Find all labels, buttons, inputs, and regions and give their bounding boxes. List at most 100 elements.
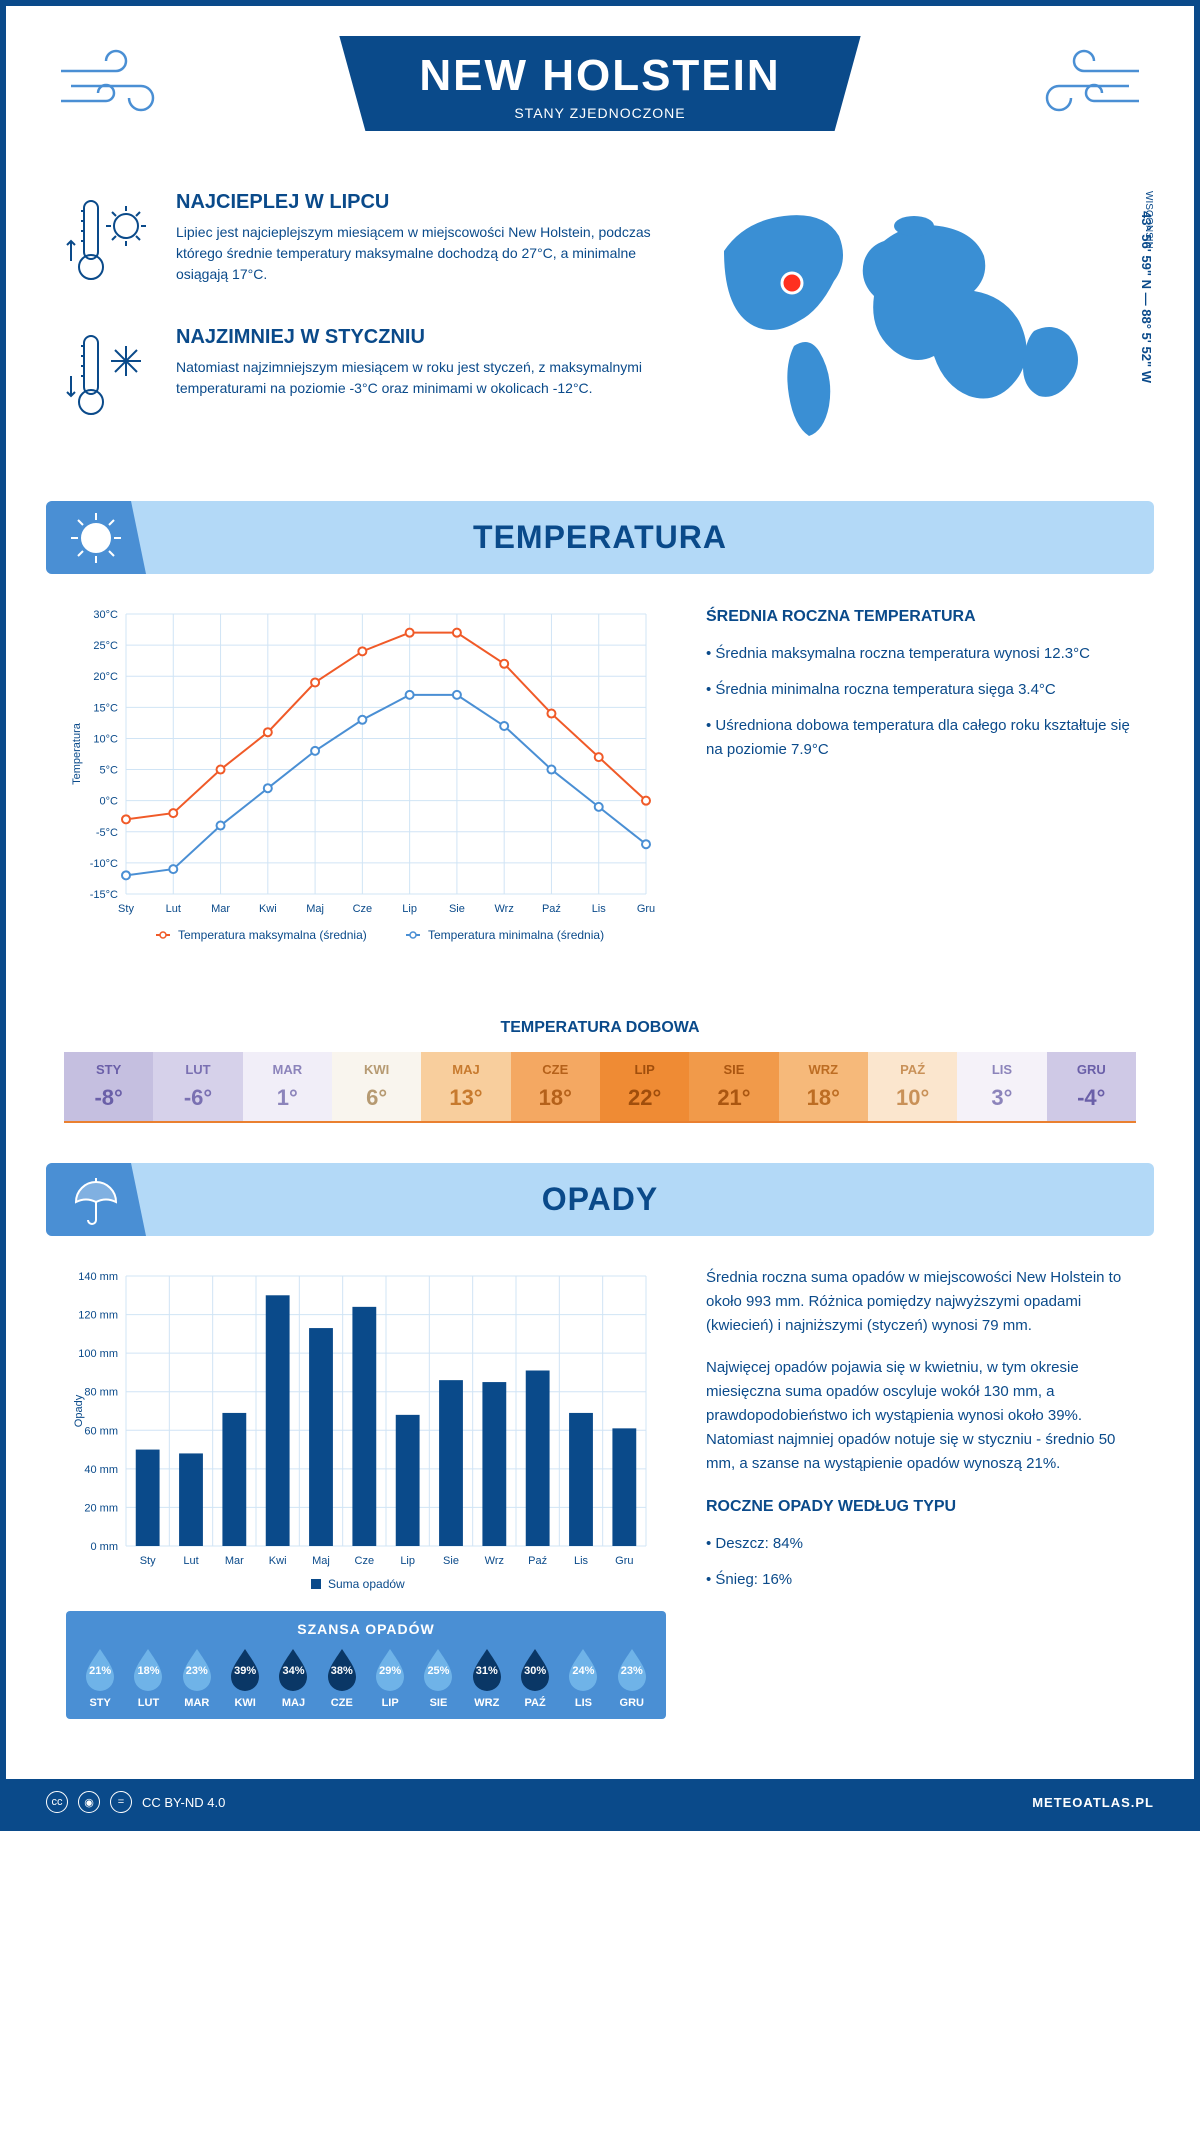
svg-text:Lut: Lut bbox=[166, 903, 181, 915]
svg-text:140 mm: 140 mm bbox=[78, 1271, 118, 1283]
precipitation-chart-col: 0 mm20 mm40 mm60 mm80 mm100 mm120 mm140 … bbox=[66, 1266, 666, 1739]
chance-cell: 31%WRZ bbox=[463, 1647, 511, 1709]
annual-fact-item: • Średnia maksymalna roczna temperatura … bbox=[706, 642, 1134, 666]
chance-cell: 21%STY bbox=[76, 1647, 124, 1709]
chance-cell: 18%LUT bbox=[124, 1647, 172, 1709]
svg-text:40 mm: 40 mm bbox=[84, 1464, 118, 1476]
svg-text:Maj: Maj bbox=[306, 903, 324, 915]
svg-text:Cze: Cze bbox=[353, 903, 373, 915]
world-map-icon bbox=[694, 191, 1134, 451]
daily-temp-cell: LIP22° bbox=[600, 1052, 689, 1121]
svg-text:5°C: 5°C bbox=[100, 765, 119, 777]
annual-fact-item: • Średnia minimalna roczna temperatura s… bbox=[706, 678, 1134, 702]
fact-title: NAJZIMNIEJ W STYCZNIU bbox=[176, 326, 654, 349]
svg-text:Temperatura maksymalna (średni: Temperatura maksymalna (średnia) bbox=[178, 928, 367, 942]
svg-text:Lis: Lis bbox=[592, 903, 607, 915]
svg-text:Mar: Mar bbox=[225, 1555, 244, 1567]
annual-temp-title: ŚREDNIA ROCZNA TEMPERATURA bbox=[706, 604, 1134, 630]
daily-temp-title: TEMPERATURA DOBOWA bbox=[6, 1019, 1194, 1037]
svg-text:Temperatura minimalna (średnia: Temperatura minimalna (średnia) bbox=[428, 928, 604, 942]
svg-text:Sie: Sie bbox=[449, 903, 465, 915]
svg-text:100 mm: 100 mm bbox=[78, 1348, 118, 1360]
daily-temp-cell: GRU-4° bbox=[1047, 1052, 1136, 1121]
svg-text:80 mm: 80 mm bbox=[84, 1387, 118, 1399]
chance-cell: 38%CZE bbox=[318, 1647, 366, 1709]
svg-text:120 mm: 120 mm bbox=[78, 1310, 118, 1322]
svg-text:Sty: Sty bbox=[118, 903, 134, 915]
chance-cell: 34%MAJ bbox=[269, 1647, 317, 1709]
svg-text:Maj: Maj bbox=[312, 1555, 330, 1567]
svg-text:Wrz: Wrz bbox=[485, 1555, 504, 1567]
precip-bytype-title: ROCZNE OPADY WEDŁUG TYPU bbox=[706, 1494, 1134, 1520]
intro-facts: NAJCIEPLEJ W LIPCU Lipiec jest najcieple… bbox=[66, 191, 654, 461]
svg-text:Paź: Paź bbox=[528, 1555, 547, 1567]
svg-text:Sie: Sie bbox=[443, 1555, 459, 1567]
daily-temp-cell: KWI6° bbox=[332, 1052, 421, 1121]
svg-text:20°C: 20°C bbox=[93, 671, 118, 683]
daily-temp-cell: STY-8° bbox=[64, 1052, 153, 1121]
site-name: METEOATLAS.PL bbox=[1032, 1795, 1154, 1810]
daily-temp-cell: WRZ18° bbox=[779, 1052, 868, 1121]
temperature-summary: ŚREDNIA ROCZNA TEMPERATURA • Średnia mak… bbox=[706, 604, 1134, 969]
precipitation-chart: 0 mm20 mm40 mm60 mm80 mm100 mm120 mm140 … bbox=[66, 1266, 666, 1606]
daily-temp-cell: LUT-6° bbox=[153, 1052, 242, 1121]
svg-text:10°C: 10°C bbox=[93, 733, 118, 745]
chance-cell: 29%LIP bbox=[366, 1647, 414, 1709]
precip-chance-box: SZANSA OPADÓW 21%STY18%LUT23%MAR39%KWI34… bbox=[66, 1611, 666, 1719]
svg-text:Lut: Lut bbox=[183, 1555, 198, 1567]
section-title: TEMPERATURA bbox=[46, 519, 1154, 556]
city-name: NEW HOLSTEIN bbox=[419, 51, 780, 101]
daily-temp-cell: PAŹ10° bbox=[868, 1052, 957, 1121]
daily-temp-cell: LIS3° bbox=[957, 1052, 1046, 1121]
wind-icon bbox=[56, 46, 166, 121]
svg-text:Opady: Opady bbox=[73, 1394, 85, 1427]
chance-cell: 30%PAŹ bbox=[511, 1647, 559, 1709]
daily-temp-cell: SIE21° bbox=[689, 1052, 778, 1121]
license-text: CC BY-ND 4.0 bbox=[142, 1795, 225, 1810]
chance-title: SZANSA OPADÓW bbox=[76, 1621, 656, 1637]
section-title: OPADY bbox=[46, 1181, 1154, 1218]
wind-icon bbox=[1034, 46, 1144, 121]
daily-temp-cell: CZE18° bbox=[511, 1052, 600, 1121]
svg-text:Gru: Gru bbox=[637, 903, 655, 915]
svg-text:0 mm: 0 mm bbox=[91, 1541, 119, 1553]
svg-text:Lip: Lip bbox=[402, 903, 417, 915]
thermometer-sun-icon bbox=[66, 191, 156, 296]
temperature-chart: -15°C-10°C-5°C0°C5°C10°C15°C20°C25°C30°C… bbox=[66, 604, 666, 969]
map: WISCONSIN 43° 56' 59" N — 88° 5' 52" W bbox=[694, 191, 1134, 461]
annual-fact-item: • Uśredniona dobowa temperatura dla całe… bbox=[706, 714, 1134, 762]
chance-cell: 23%MAR bbox=[173, 1647, 221, 1709]
coordinates: 43° 56' 59" N — 88° 5' 52" W bbox=[1139, 211, 1154, 383]
fact-title: NAJCIEPLEJ W LIPCU bbox=[176, 191, 654, 214]
cc-icon: cc bbox=[46, 1791, 68, 1813]
daily-temp-cell: MAJ13° bbox=[421, 1052, 510, 1121]
intro-section: NAJCIEPLEJ W LIPCU Lipiec jest najcieple… bbox=[6, 151, 1194, 501]
precipitation-summary: Średnia roczna suma opadów w miejscowośc… bbox=[706, 1266, 1134, 1739]
precipitation-body: 0 mm20 mm40 mm60 mm80 mm100 mm120 mm140 … bbox=[6, 1236, 1194, 1779]
precip-para: Najwięcej opadów pojawia się w kwietniu,… bbox=[706, 1356, 1134, 1476]
svg-text:Gru: Gru bbox=[615, 1555, 633, 1567]
temperature-body: -15°C-10°C-5°C0°C5°C10°C15°C20°C25°C30°C… bbox=[6, 574, 1194, 1009]
svg-text:Mar: Mar bbox=[211, 903, 230, 915]
svg-text:Sty: Sty bbox=[140, 1555, 156, 1567]
chance-cell: 39%KWI bbox=[221, 1647, 269, 1709]
precipitation-section-header: OPADY bbox=[46, 1163, 1154, 1236]
svg-text:Cze: Cze bbox=[355, 1555, 375, 1567]
svg-text:Lis: Lis bbox=[574, 1555, 589, 1567]
sun-icon bbox=[46, 501, 146, 574]
svg-text:25°C: 25°C bbox=[93, 640, 118, 652]
by-icon: ◉ bbox=[78, 1791, 100, 1813]
svg-text:-10°C: -10°C bbox=[90, 858, 118, 870]
license-info: cc ◉ = CC BY-ND 4.0 bbox=[46, 1791, 225, 1813]
nd-icon: = bbox=[110, 1791, 132, 1813]
bytype-item: • Deszcz: 84% bbox=[706, 1532, 1134, 1556]
bytype-item: • Śnieg: 16% bbox=[706, 1568, 1134, 1592]
precip-para: Średnia roczna suma opadów w miejscowośc… bbox=[706, 1266, 1134, 1338]
umbrella-icon bbox=[46, 1163, 146, 1236]
fact-text: Natomiast najzimniejszym miesiącem w rok… bbox=[176, 357, 654, 399]
daily-temp-table: STY-8°LUT-6°MAR1°KWI6°MAJ13°CZE18°LIP22°… bbox=[64, 1052, 1136, 1123]
fact-coldest: NAJZIMNIEJ W STYCZNIU Natomiast najzimni… bbox=[66, 326, 654, 431]
chance-cell: 23%GRU bbox=[608, 1647, 656, 1709]
fact-hottest: NAJCIEPLEJ W LIPCU Lipiec jest najcieple… bbox=[66, 191, 654, 296]
footer: cc ◉ = CC BY-ND 4.0 METEOATLAS.PL bbox=[6, 1779, 1194, 1825]
